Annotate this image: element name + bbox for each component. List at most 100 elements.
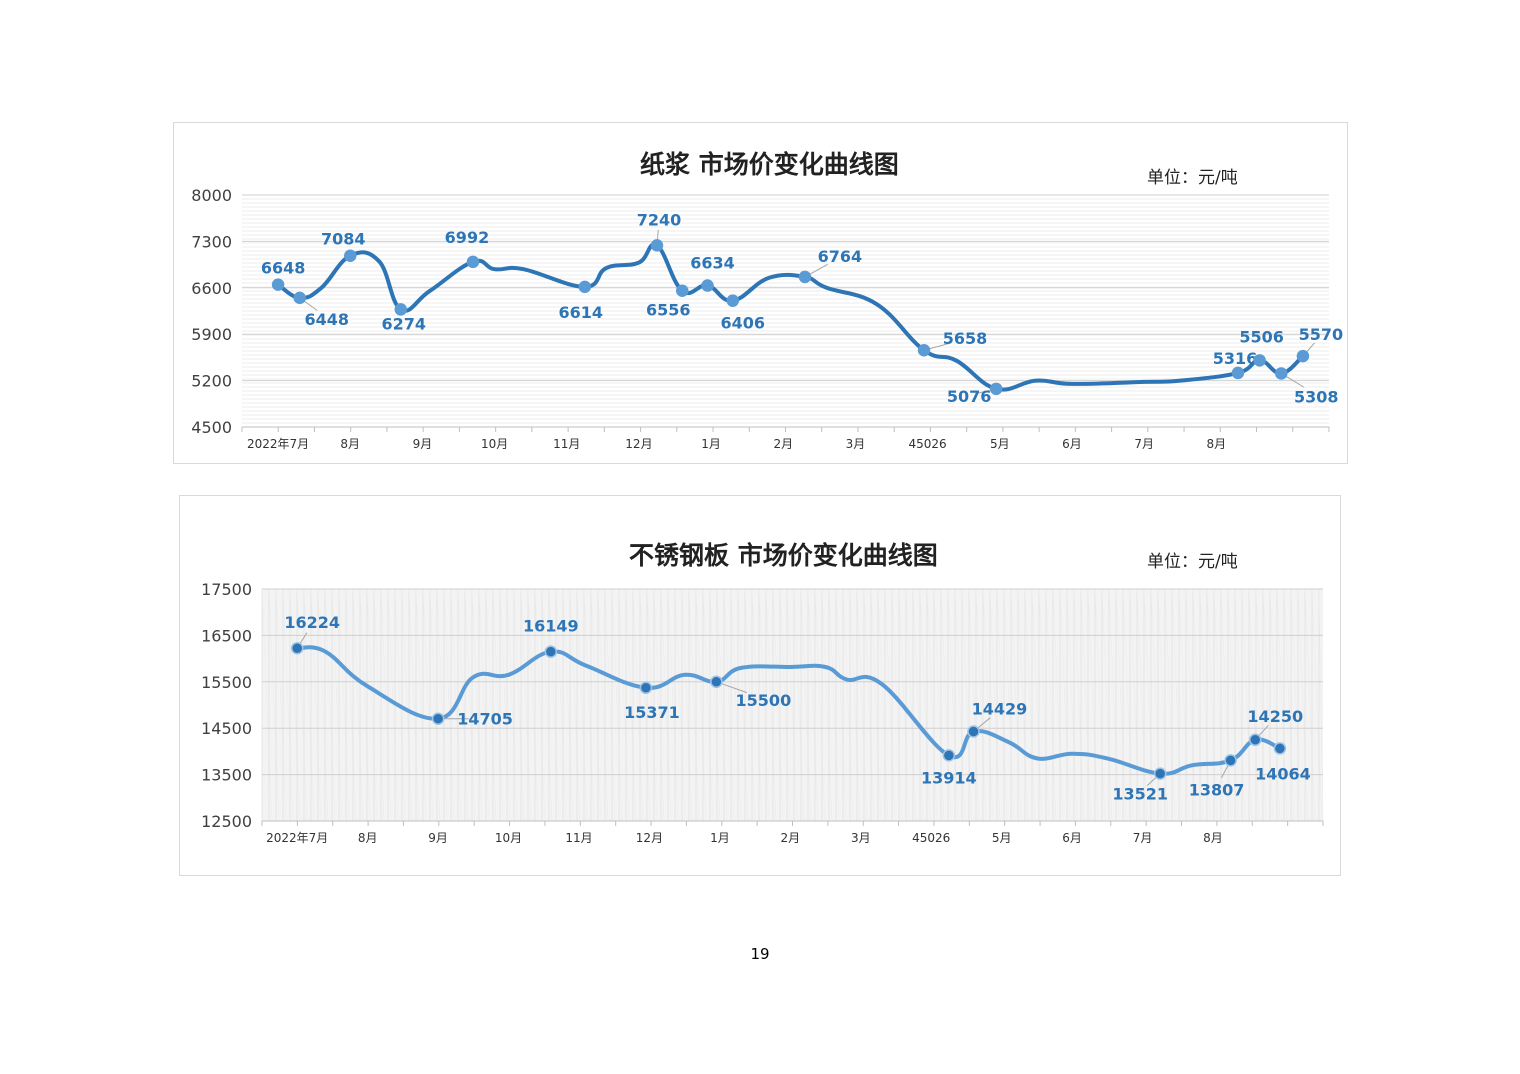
data-point — [726, 294, 740, 307]
data-point — [1296, 349, 1310, 363]
data-point — [394, 303, 408, 316]
x-tick-label: 45026 — [912, 831, 950, 845]
data-point — [650, 239, 664, 252]
x-tick-label: 7月 — [1133, 831, 1153, 845]
y-tick-label: 14500 — [201, 719, 252, 738]
data-label: 16224 — [284, 613, 340, 632]
x-tick-label: 7月 — [1134, 437, 1154, 451]
x-tick-label: 12月 — [636, 831, 663, 845]
data-point — [1224, 754, 1237, 767]
pulp-line-plot: 4500 5200 5900 6600 7300 8000 2022年7月 8月 9月 10月 11… — [191, 186, 1344, 451]
y-tick-label: 13500 — [201, 766, 252, 785]
y-tick-label: 15500 — [201, 673, 252, 692]
y-tick-label: 7300 — [191, 232, 232, 251]
data-label: 6614 — [559, 303, 604, 322]
data-point — [290, 641, 304, 655]
data-point — [1153, 767, 1167, 780]
data-label: 6274 — [382, 314, 427, 333]
x-tick-label: 8月 — [340, 437, 360, 451]
data-label: 15500 — [736, 691, 792, 710]
data-label: 5316 — [1213, 349, 1258, 368]
y-tick-label: 5900 — [191, 325, 232, 344]
data-label: 6634 — [690, 254, 735, 273]
x-tick-label: 5月 — [990, 437, 1010, 451]
x-tick-label: 9月 — [413, 437, 433, 451]
data-label: 5658 — [943, 329, 988, 348]
data-label: 13914 — [921, 768, 977, 787]
data-label: 7084 — [321, 230, 366, 249]
data-label: 6764 — [818, 247, 863, 266]
y-tick-label: 5200 — [191, 372, 232, 391]
data-label: 7240 — [637, 210, 682, 229]
data-point — [710, 675, 723, 689]
x-tick-label: 2022年7月 — [266, 831, 328, 845]
y-tick-label: 6600 — [191, 279, 232, 298]
data-point — [942, 749, 956, 762]
data-label: 5506 — [1239, 327, 1284, 346]
x-tick-label: 6月 — [1062, 831, 1082, 845]
data-point — [967, 725, 980, 738]
x-tick-label: 8月 — [1203, 831, 1223, 845]
data-point — [989, 382, 1003, 396]
page-number: 19 — [750, 945, 770, 963]
x-tick-label: 2022年7月 — [247, 437, 309, 451]
x-tick-label: 2月 — [773, 437, 793, 451]
x-tick-label: 3月 — [851, 831, 871, 845]
data-point — [344, 249, 357, 262]
data-point — [578, 280, 592, 294]
unit-label: 单位：元/吨 — [1147, 552, 1238, 572]
data-label: 14064 — [1255, 764, 1311, 783]
data-label: 5076 — [947, 387, 992, 406]
data-point — [544, 645, 558, 658]
data-point — [675, 284, 689, 297]
steel-line-plot: 12500 13500 14500 15500 16500 17500 2022年7月 8月 9… — [201, 580, 1324, 845]
data-label: 14429 — [972, 699, 1028, 718]
data-point — [1231, 366, 1245, 380]
data-point — [466, 255, 480, 269]
data-point — [293, 291, 306, 305]
x-tick-label: 9月 — [428, 831, 448, 845]
data-label: 16149 — [523, 617, 579, 636]
chart-title: 不锈钢板 市场价变化曲线图 — [629, 541, 938, 570]
data-point — [1275, 367, 1288, 380]
y-tick-label: 8000 — [191, 186, 232, 205]
data-point — [639, 681, 653, 695]
x-tick-label: 8月 — [358, 831, 378, 845]
x-tick-label: 45026 — [909, 437, 947, 451]
y-tick-label: 16500 — [201, 626, 252, 645]
x-tick-label: 8月 — [1206, 437, 1226, 451]
data-label: 5570 — [1299, 325, 1344, 344]
data-point — [1249, 733, 1262, 747]
series-line — [295, 645, 1282, 776]
data-label: 14705 — [457, 710, 513, 729]
data-label: 13807 — [1189, 780, 1245, 799]
x-tick-label: 10月 — [495, 831, 522, 845]
data-label: 14250 — [1247, 707, 1303, 726]
x-tick-label: 11月 — [553, 437, 580, 451]
y-tick-label: 12500 — [201, 812, 252, 831]
pulp-price-chart: 纸浆 市场价变化曲线图 单位：元/吨 4500 5200 5900 6600 7300 8… — [173, 122, 1348, 464]
data-point — [1253, 354, 1266, 367]
x-tick-label: 10月 — [481, 437, 508, 451]
x-tick-label: 12月 — [625, 437, 652, 451]
x-tick-label: 3月 — [846, 437, 866, 451]
data-label: 6448 — [304, 310, 349, 329]
x-tick-label: 2月 — [781, 831, 801, 845]
data-point — [271, 278, 285, 291]
data-point — [701, 279, 714, 292]
data-label: 6406 — [720, 314, 765, 333]
data-label: 6648 — [261, 259, 306, 278]
y-tick-label: 17500 — [201, 580, 252, 599]
data-point — [1273, 742, 1287, 755]
data-label: 15371 — [624, 703, 680, 722]
data-label: 6992 — [445, 228, 490, 247]
unit-label: 单位：元/吨 — [1147, 168, 1238, 188]
data-point — [431, 712, 445, 725]
data-point — [917, 343, 931, 357]
data-label: 6556 — [646, 301, 691, 320]
x-tick-label: 1月 — [710, 831, 730, 845]
x-tick-label: 11月 — [565, 831, 592, 845]
steel-plate-price-chart: 不锈钢板 市场价变化曲线图 单位：元/吨 12500 13500 14500 1550… — [179, 495, 1341, 876]
y-tick-label: 4500 — [191, 418, 232, 437]
data-point — [798, 270, 812, 284]
